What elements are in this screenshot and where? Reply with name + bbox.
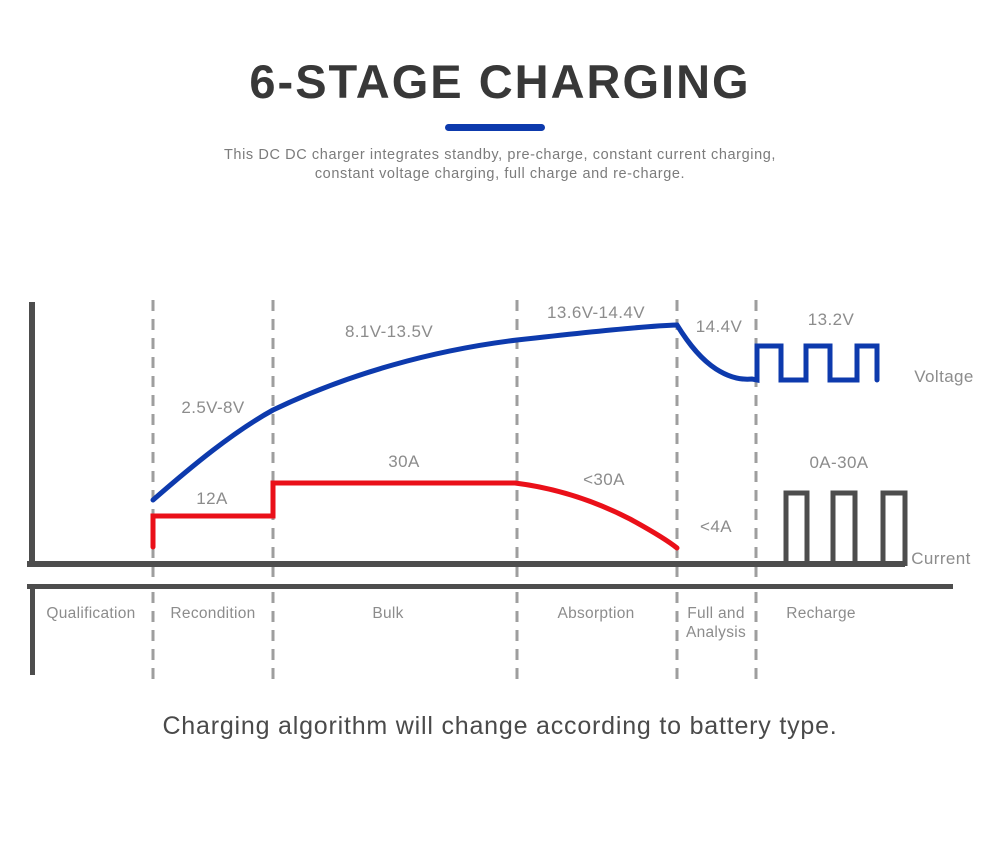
current-label-full: <4A: [700, 517, 732, 536]
stage-band-left-border: [30, 584, 35, 675]
voltage-curve: [150, 322, 880, 503]
stage-label-full-and-analysis: Full and Analysis: [685, 605, 747, 641]
subtitle-line-2: constant voltage charging, full charge a…: [314, 166, 686, 182]
subtitle-line-1: This DC DC charger integrates standby, p…: [223, 147, 777, 163]
stage-label-qualification: Qualification: [46, 605, 136, 622]
stage-label-recharge: Recharge: [786, 605, 856, 622]
stage-label-recondition: Recondition: [170, 605, 256, 622]
voltage-series-label: Voltage: [914, 367, 974, 386]
y-axis: [29, 302, 35, 567]
voltage-label-bulk: 8.1V-13.5V: [344, 322, 434, 341]
current-label-absorption: <30A: [583, 470, 625, 489]
voltage-label-recondition: 2.5V-8V: [181, 398, 245, 417]
x-axis: [27, 561, 905, 567]
recharge-current-wave: [783, 490, 908, 567]
stage-label-bulk: Bulk: [372, 605, 404, 622]
voltage-label-absorption: 13.6V-14.4V: [547, 303, 645, 322]
current-label-bulk: 30A: [388, 452, 420, 471]
current-series-label: Current: [911, 549, 971, 568]
current-label-recharge: 0A-30A: [809, 453, 869, 472]
stage-label-absorption: Absorption: [557, 605, 635, 622]
voltage-label-full: 14.4V: [695, 317, 743, 336]
page-title: 6-STAGE CHARGING: [249, 55, 751, 108]
caption: Charging algorithm will change according…: [162, 712, 838, 740]
title-underline: [445, 124, 545, 131]
current-label-recondition: 12A: [196, 489, 228, 508]
voltage-label-recharge: 13.2V: [807, 310, 855, 329]
stage-band-top-border: [27, 584, 953, 589]
current-curve: [150, 480, 680, 551]
